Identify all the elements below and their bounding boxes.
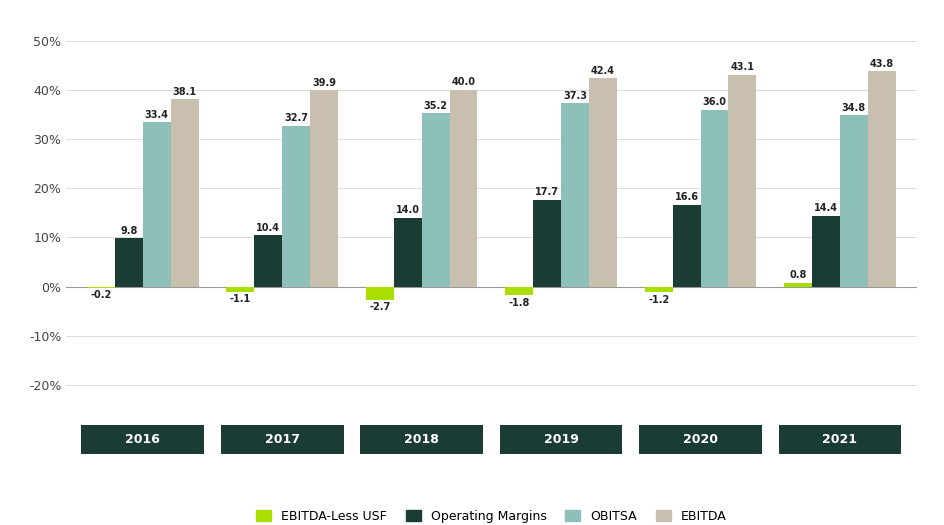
Bar bbox=[728, 75, 755, 287]
Text: 37.3: 37.3 bbox=[563, 91, 586, 101]
Bar bbox=[221, 425, 344, 454]
Bar bbox=[81, 425, 204, 454]
Text: 2021: 2021 bbox=[821, 433, 856, 446]
Legend: EBITDA-Less USF, Operating Margins, OBITSA, EBITDA: EBITDA-Less USF, Operating Margins, OBIT… bbox=[251, 505, 731, 525]
Text: 17.7: 17.7 bbox=[534, 187, 559, 197]
Text: 10.4: 10.4 bbox=[256, 223, 280, 233]
Text: 2016: 2016 bbox=[126, 433, 160, 446]
Bar bbox=[87, 287, 115, 288]
Bar bbox=[394, 218, 421, 287]
Text: -0.2: -0.2 bbox=[91, 290, 111, 300]
Bar bbox=[867, 71, 895, 287]
Text: -1.1: -1.1 bbox=[229, 295, 251, 304]
Bar bbox=[778, 425, 901, 454]
Text: 0.8: 0.8 bbox=[788, 270, 806, 280]
Text: 2019: 2019 bbox=[543, 433, 578, 446]
Bar bbox=[672, 205, 700, 287]
Text: 32.7: 32.7 bbox=[284, 113, 308, 123]
Text: 40.0: 40.0 bbox=[451, 77, 475, 87]
Text: -1.8: -1.8 bbox=[508, 298, 530, 308]
Bar bbox=[811, 216, 839, 287]
Text: 42.4: 42.4 bbox=[590, 66, 615, 76]
Text: 39.9: 39.9 bbox=[312, 78, 336, 88]
Text: -1.2: -1.2 bbox=[648, 295, 668, 305]
Text: 43.8: 43.8 bbox=[868, 59, 893, 69]
Text: 9.8: 9.8 bbox=[120, 226, 138, 236]
Bar bbox=[360, 425, 482, 454]
Text: 2020: 2020 bbox=[683, 433, 717, 446]
Text: 16.6: 16.6 bbox=[674, 193, 698, 203]
Bar bbox=[254, 235, 282, 287]
Bar bbox=[282, 126, 310, 287]
Bar bbox=[449, 90, 477, 287]
Text: 14.4: 14.4 bbox=[813, 203, 837, 213]
Bar bbox=[839, 116, 867, 287]
Bar bbox=[532, 200, 561, 287]
Text: 34.8: 34.8 bbox=[841, 103, 865, 113]
Text: -2.7: -2.7 bbox=[369, 302, 390, 312]
Text: 36.0: 36.0 bbox=[701, 97, 726, 107]
Bar bbox=[644, 287, 672, 292]
Text: 33.4: 33.4 bbox=[144, 110, 169, 120]
Bar bbox=[143, 122, 171, 287]
Bar bbox=[171, 99, 198, 287]
Bar bbox=[310, 90, 338, 287]
Text: 38.1: 38.1 bbox=[173, 87, 196, 97]
Bar bbox=[784, 282, 811, 287]
Bar bbox=[365, 287, 394, 300]
Bar bbox=[505, 287, 532, 296]
Bar bbox=[561, 103, 588, 287]
Bar bbox=[700, 110, 728, 287]
Text: 2018: 2018 bbox=[404, 433, 439, 446]
Bar bbox=[421, 113, 449, 287]
Bar bbox=[499, 425, 622, 454]
Text: 2017: 2017 bbox=[264, 433, 299, 446]
Text: 14.0: 14.0 bbox=[396, 205, 419, 215]
Bar bbox=[115, 238, 143, 287]
Text: 43.1: 43.1 bbox=[730, 62, 753, 72]
Bar bbox=[638, 425, 761, 454]
Text: 35.2: 35.2 bbox=[423, 101, 447, 111]
Bar bbox=[588, 78, 616, 287]
Bar bbox=[227, 287, 254, 292]
